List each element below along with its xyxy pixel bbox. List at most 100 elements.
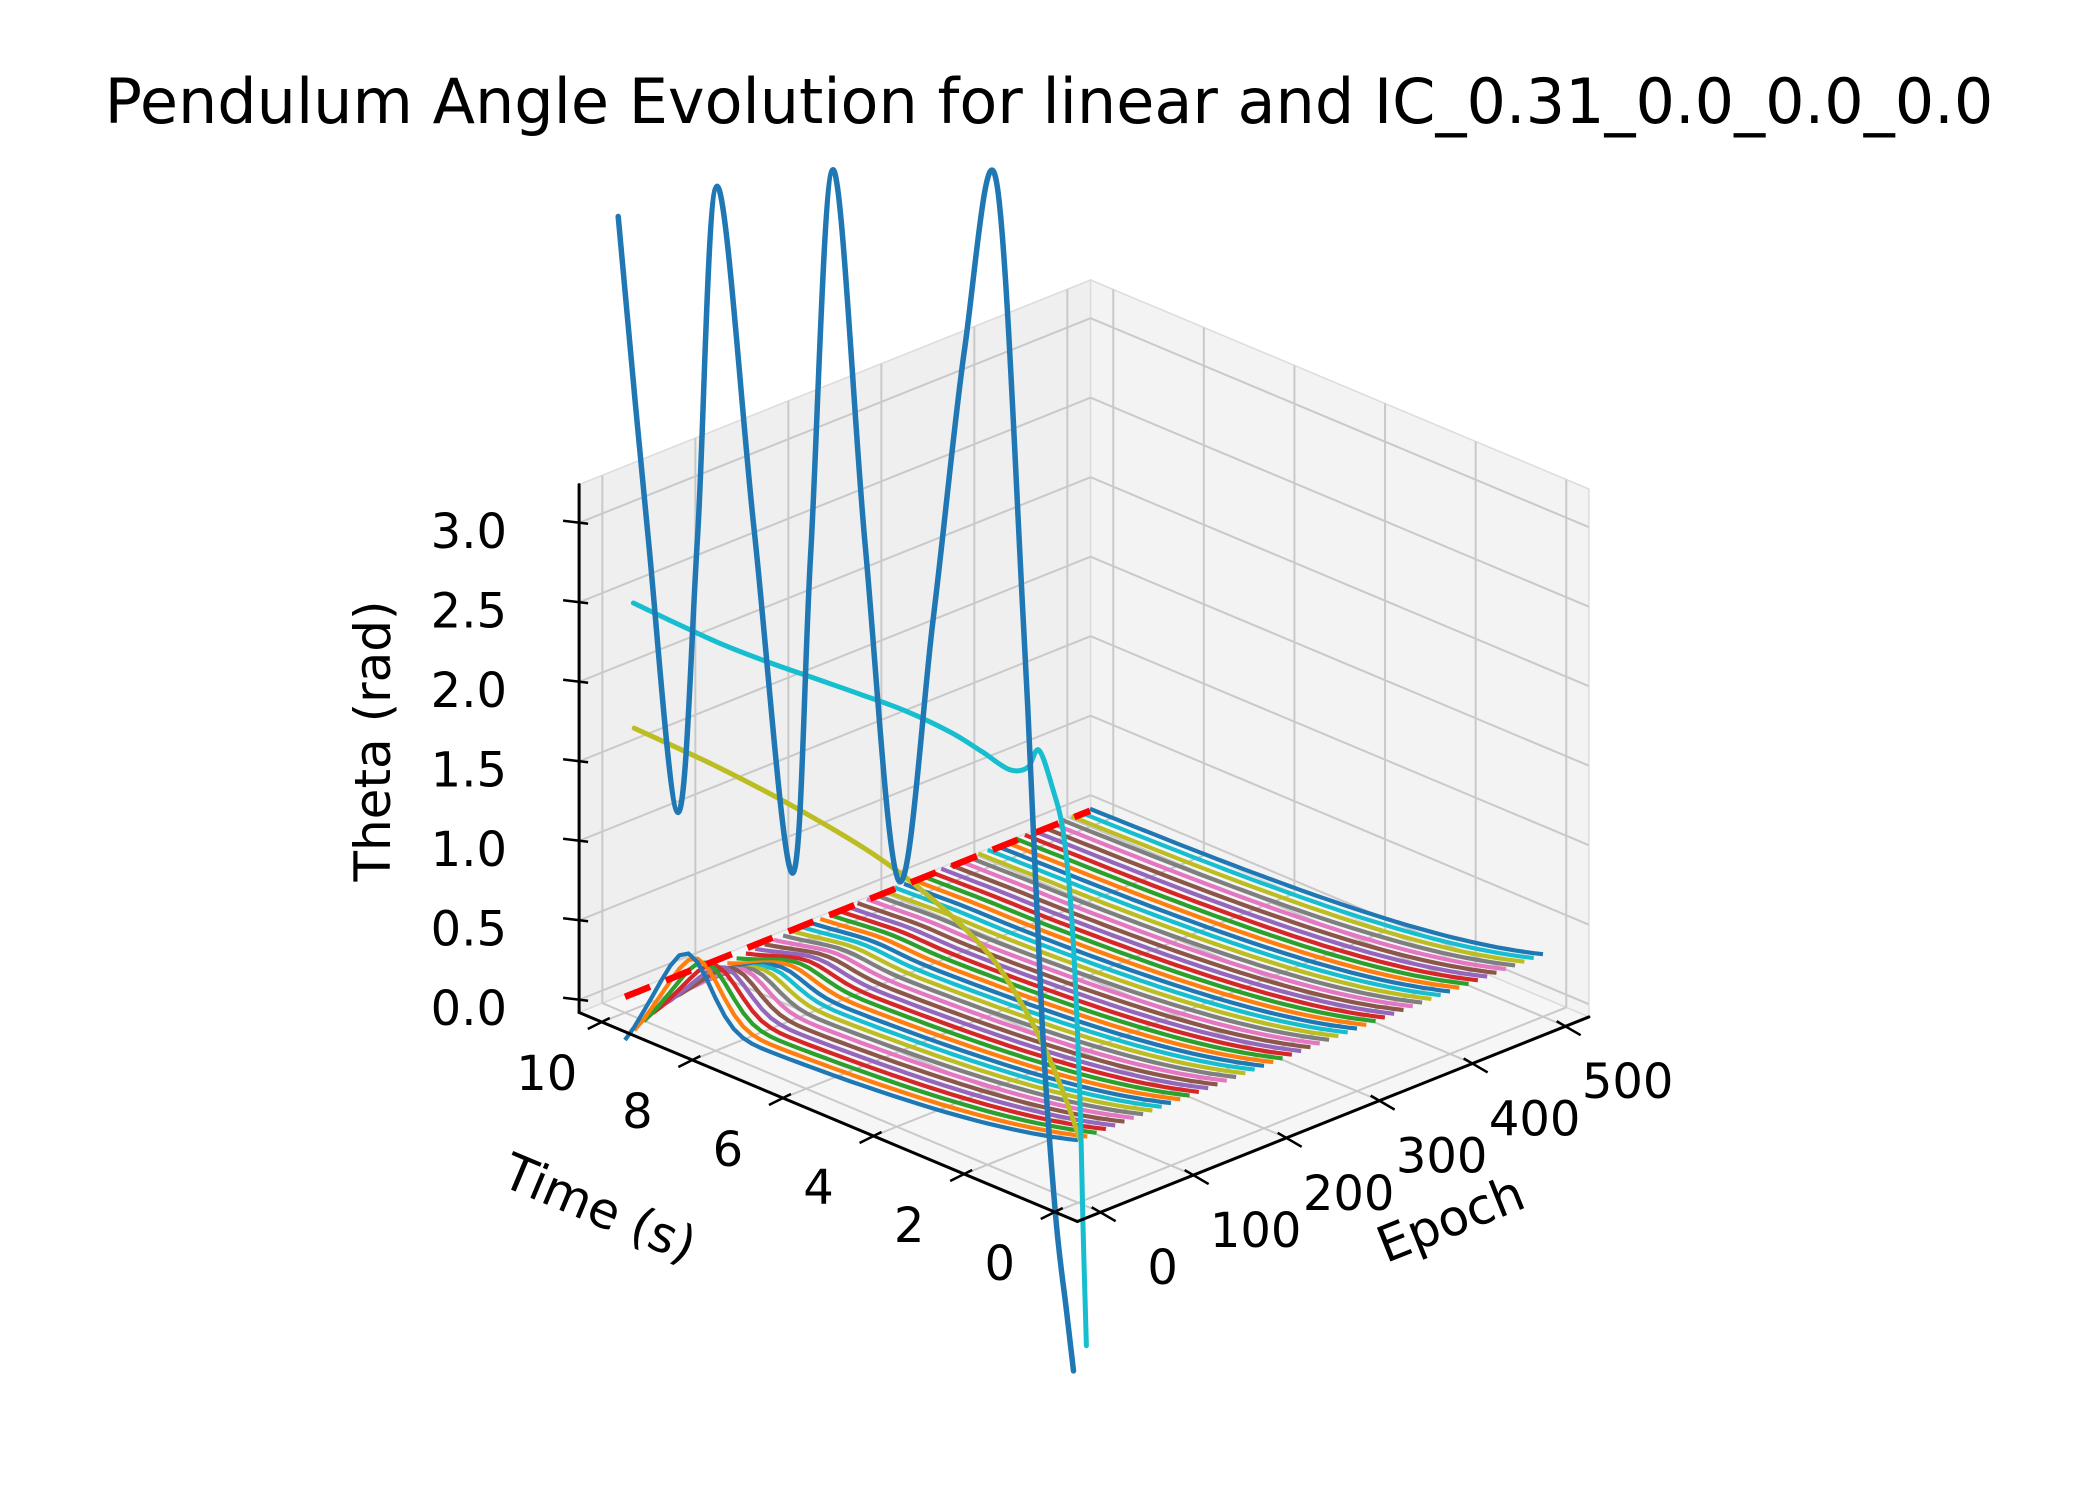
carpet-line-epoch-120 (736, 956, 1190, 1098)
carpet-line-epoch-370 (968, 855, 1423, 1005)
theta-tick-label-0.5: 0.5 (431, 901, 507, 957)
carpet-line-epoch-80 (699, 965, 1153, 1113)
epoch-tick-label-0: 0 (1147, 1240, 1178, 1296)
theta-tick-label-2.5: 2.5 (431, 583, 507, 639)
carpet-line-epoch-40 (661, 965, 1116, 1128)
carpet-line-epoch-470 (1061, 818, 1516, 968)
tick-mark (562, 996, 589, 1003)
grid-line (1090, 714, 1590, 926)
carpet-line-epoch-380 (977, 851, 1432, 1001)
axis-lines (577, 483, 1591, 1224)
plot-title: Pendulum Angle Evolution for linear and … (105, 65, 1994, 138)
carpet-line-epoch-460 (1052, 821, 1507, 972)
carpet-line-epoch-20 (642, 960, 1097, 1135)
carpet-line-epoch-200 (810, 920, 1265, 1068)
carpet-line-epoch-440 (1033, 829, 1488, 979)
carpet-line-epoch-310 (912, 878, 1367, 1027)
carpet-line-epoch-300 (903, 881, 1358, 1031)
grid-line (1090, 396, 1590, 608)
tick-mark (562, 758, 589, 764)
time-tick-label-4: 4 (803, 1160, 834, 1216)
carpet-line-epoch-330 (931, 870, 1386, 1020)
time-tick-label-8: 8 (622, 1084, 653, 1140)
epoch-axis-line (1075, 1015, 1591, 1224)
early-curve-epoch-0-oscillation (615, 167, 1077, 1374)
grid-line (578, 317, 1091, 524)
time-axis-line (577, 1011, 1079, 1224)
carpet-line-epoch-170 (782, 933, 1237, 1080)
grid-line (578, 476, 1091, 683)
theta-tick-label-1.5: 1.5 (431, 742, 507, 798)
data-curves (615, 167, 1544, 1374)
carpet-line-epoch-390 (986, 847, 1441, 998)
time-tick-label-2: 2 (894, 1198, 925, 1254)
grid-line (578, 635, 1091, 842)
tick-mark (858, 1130, 883, 1145)
carpet-line-epoch-320 (921, 874, 1376, 1024)
time-tick-label-6: 6 (713, 1122, 744, 1178)
carpet-line-epoch-490 (1079, 810, 1534, 961)
grid-line (578, 396, 1091, 604)
carpet-line-epoch-180 (791, 929, 1246, 1076)
carpet-line-epoch-100 (717, 962, 1172, 1106)
carpet-line-epoch-10 (632, 956, 1088, 1139)
theta-tick-label-3.0: 3.0 (431, 504, 507, 560)
carpet-line-epoch-400 (996, 844, 1451, 994)
epoch-tick-label-400: 400 (1489, 1091, 1581, 1147)
carpet-line-epoch-350 (949, 862, 1404, 1013)
grid-line (578, 714, 1091, 922)
early-curve-epoch-5-decay (631, 725, 1083, 1142)
tick-mark (677, 1054, 701, 1069)
carpet-line-epoch-250 (856, 901, 1311, 1050)
tick-mark (768, 1092, 792, 1107)
carpet-line-epoch-130 (745, 951, 1200, 1094)
carpet-line-epoch-420 (1014, 836, 1469, 987)
theta-tick-label-1.0: 1.0 (431, 822, 507, 878)
carpet-line-epoch-160 (773, 937, 1228, 1083)
theta-axis-label: Theta (rad) (344, 600, 402, 882)
carpet-line-epoch-220 (828, 912, 1283, 1061)
tick-mark (1091, 1206, 1117, 1223)
epoch-tick-label-500: 500 (1582, 1054, 1674, 1110)
carpet-line-epoch-210 (819, 916, 1274, 1065)
reference-zero-line (623, 807, 1092, 1000)
time-tick-label-10: 10 (516, 1046, 577, 1102)
epoch-tick-label-300: 300 (1396, 1129, 1488, 1185)
carpet-line-epoch-0 (623, 951, 1079, 1143)
grid-line (601, 1002, 1102, 1214)
carpet-line-epoch-450 (1042, 825, 1497, 975)
carpet-line-epoch-480 (1070, 814, 1525, 964)
tick-mark (1040, 1206, 1064, 1221)
tick-mark (562, 519, 589, 526)
tick-mark (1556, 1020, 1582, 1037)
tick-mark (1370, 1094, 1396, 1111)
tick-marks (562, 519, 1582, 1223)
carpet-line-epoch-140 (754, 946, 1209, 1091)
carpet-line-epoch-280 (884, 889, 1339, 1039)
epoch-tick-label-200: 200 (1303, 1166, 1395, 1222)
carpet-line-epoch-340 (940, 866, 1395, 1016)
carpet-line-epoch-230 (838, 908, 1293, 1057)
tick-mark (587, 1016, 611, 1031)
grid-line (1054, 1006, 1567, 1213)
carpet-line-epoch-500 (1089, 806, 1544, 957)
carpet-line-epoch-270 (875, 893, 1330, 1042)
theta-tick-label-2.0: 2.0 (431, 663, 507, 719)
tick-mark (1184, 1168, 1210, 1186)
tick-mark (562, 678, 589, 685)
grid-line (578, 794, 1091, 1001)
carpet-line-epoch-290 (893, 885, 1348, 1035)
carpet-line-epoch-260 (866, 897, 1321, 1046)
time-tick-label-0: 0 (984, 1236, 1015, 1292)
tick-mark (562, 599, 589, 605)
carpet-line-epoch-60 (680, 966, 1135, 1120)
time-axis-label: Time (s) (494, 1142, 705, 1275)
tick-mark (949, 1168, 973, 1183)
tick-mark (1463, 1057, 1489, 1074)
grid-line (1090, 635, 1590, 847)
tick-mark (562, 837, 589, 844)
carpet-line-epoch-110 (727, 960, 1181, 1102)
epoch-tick-label-100: 100 (1210, 1203, 1302, 1259)
